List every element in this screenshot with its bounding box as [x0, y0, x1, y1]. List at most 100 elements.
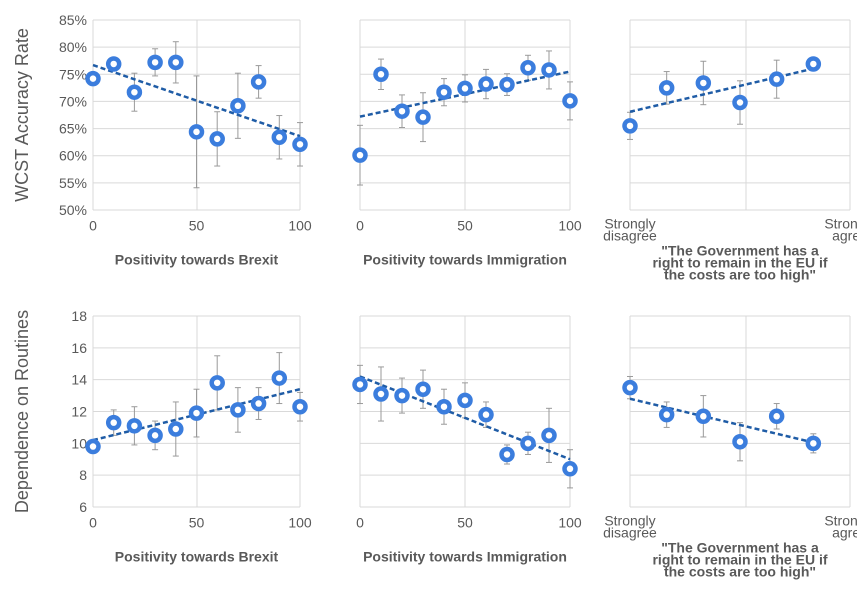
x-tick-label: 0	[89, 514, 97, 530]
data-point	[805, 435, 822, 452]
y-tick-label: 12	[71, 404, 87, 420]
data-point	[520, 435, 536, 452]
x-tick-label: agree	[832, 524, 857, 540]
row-label-dependence-routines: Dependence on Routines	[12, 310, 32, 513]
x-tick-label: 100	[288, 514, 312, 530]
panel-1-2: StronglydisagreeStronglyagree"The Govern…	[603, 315, 857, 579]
x-tick-label: disagree	[603, 524, 657, 540]
data-point	[292, 136, 308, 153]
x-axis-label: Positivity towards Brexit	[115, 251, 279, 267]
data-point	[126, 418, 143, 434]
x-tick-label: Strongly	[604, 215, 655, 231]
data-point	[230, 402, 246, 418]
y-tick-label: 55%	[59, 175, 87, 191]
row-label-wcst-accuracy: WCST Accuracy Rate	[12, 28, 32, 202]
data-point	[562, 93, 578, 109]
data-point	[732, 94, 748, 111]
data-point	[209, 131, 225, 147]
data-point	[394, 387, 410, 404]
x-tick-label: 0	[89, 217, 97, 233]
data-point	[695, 408, 712, 425]
data-point	[168, 421, 184, 437]
data-point	[658, 80, 675, 96]
trend-line	[629, 66, 818, 113]
y-tick-label: 50%	[59, 202, 87, 218]
y-tick-label: 6	[79, 499, 87, 515]
data-point	[622, 379, 638, 396]
data-point	[373, 386, 389, 402]
data-point	[805, 56, 822, 72]
x-tick-label: 100	[558, 217, 582, 233]
data-point	[147, 54, 163, 71]
x-tick-label: 50	[457, 514, 473, 530]
x-tick-label: Strongly	[824, 215, 857, 231]
data-point	[541, 62, 557, 78]
x-axis-label: the costs are too high"	[664, 266, 816, 282]
panel-0-1: 0 50 100 Positivity towards Immigration	[352, 19, 582, 267]
data-point	[768, 408, 785, 425]
data-point	[105, 414, 122, 431]
data-point	[352, 147, 368, 163]
y-tick-label: 10	[71, 435, 87, 451]
data-point	[478, 76, 494, 92]
x-tick-label: Strongly	[824, 512, 857, 528]
x-axis-label: "The Government has a	[661, 242, 819, 258]
panel-0-2: StronglydisagreeStronglyagree"The Govern…	[603, 19, 857, 282]
data-point	[250, 74, 267, 90]
data-point	[105, 56, 122, 72]
data-point	[126, 84, 143, 100]
x-tick-label: 100	[288, 217, 312, 233]
data-point	[352, 376, 368, 393]
y-tick-label: 80%	[59, 39, 87, 55]
y-tick-label: 70%	[59, 93, 87, 109]
y-tick-label: 14	[71, 372, 87, 388]
data-point	[436, 398, 452, 415]
x-tick-label: 50	[189, 217, 205, 233]
y-tick-label: 16	[71, 340, 87, 356]
x-axis-label: Positivity towards Brexit	[115, 548, 279, 564]
data-point	[188, 124, 205, 140]
data-point	[271, 370, 288, 386]
data-point	[271, 129, 288, 146]
data-point	[478, 406, 494, 423]
panel-1-0: 6 8 10 12 14 16 18 0 50 100 Positivity towards Bre…	[71, 308, 311, 564]
x-tick-label: 100	[558, 514, 582, 530]
data-point	[541, 427, 557, 444]
data-point	[499, 446, 515, 463]
x-tick-label: 50	[189, 514, 205, 530]
trend-line	[92, 63, 301, 138]
data-point	[373, 66, 389, 83]
data-point	[695, 75, 712, 91]
x-tick-label: disagree	[603, 227, 657, 243]
data-point	[562, 461, 578, 477]
x-tick-label: agree	[832, 227, 857, 243]
y-tick-label: 85%	[59, 12, 87, 28]
data-point	[457, 392, 473, 409]
x-tick-label: 50	[457, 217, 473, 233]
y-tick-label: 8	[79, 467, 87, 483]
data-point	[732, 433, 748, 450]
data-point	[436, 84, 452, 100]
x-axis-label: right to remain in the EU if	[652, 551, 827, 567]
x-axis-label: the costs are too high"	[664, 563, 816, 579]
trend-line	[629, 397, 818, 445]
y-tick-label: 60%	[59, 148, 87, 164]
data-point	[415, 381, 431, 397]
data-point	[85, 70, 101, 87]
x-tick-label: Strongly	[604, 512, 655, 528]
data-point	[457, 80, 473, 97]
x-axis-label: "The Government has a	[661, 539, 819, 555]
x-axis-label: Positivity towards Immigration	[363, 251, 567, 267]
y-tick-label: 75%	[59, 66, 87, 82]
data-point	[209, 375, 225, 391]
data-point	[768, 71, 785, 87]
y-tick-label: 18	[71, 308, 87, 324]
data-point	[85, 438, 101, 455]
data-point	[292, 398, 308, 415]
data-point	[658, 406, 675, 423]
data-point	[147, 427, 163, 444]
panel-0-0: 50% 55% 60% 65% 70% 75% 80% 85% 0 50 100 Positivity…	[59, 12, 312, 267]
data-point	[188, 405, 205, 421]
x-axis-label: right to remain in the EU if	[652, 254, 827, 270]
